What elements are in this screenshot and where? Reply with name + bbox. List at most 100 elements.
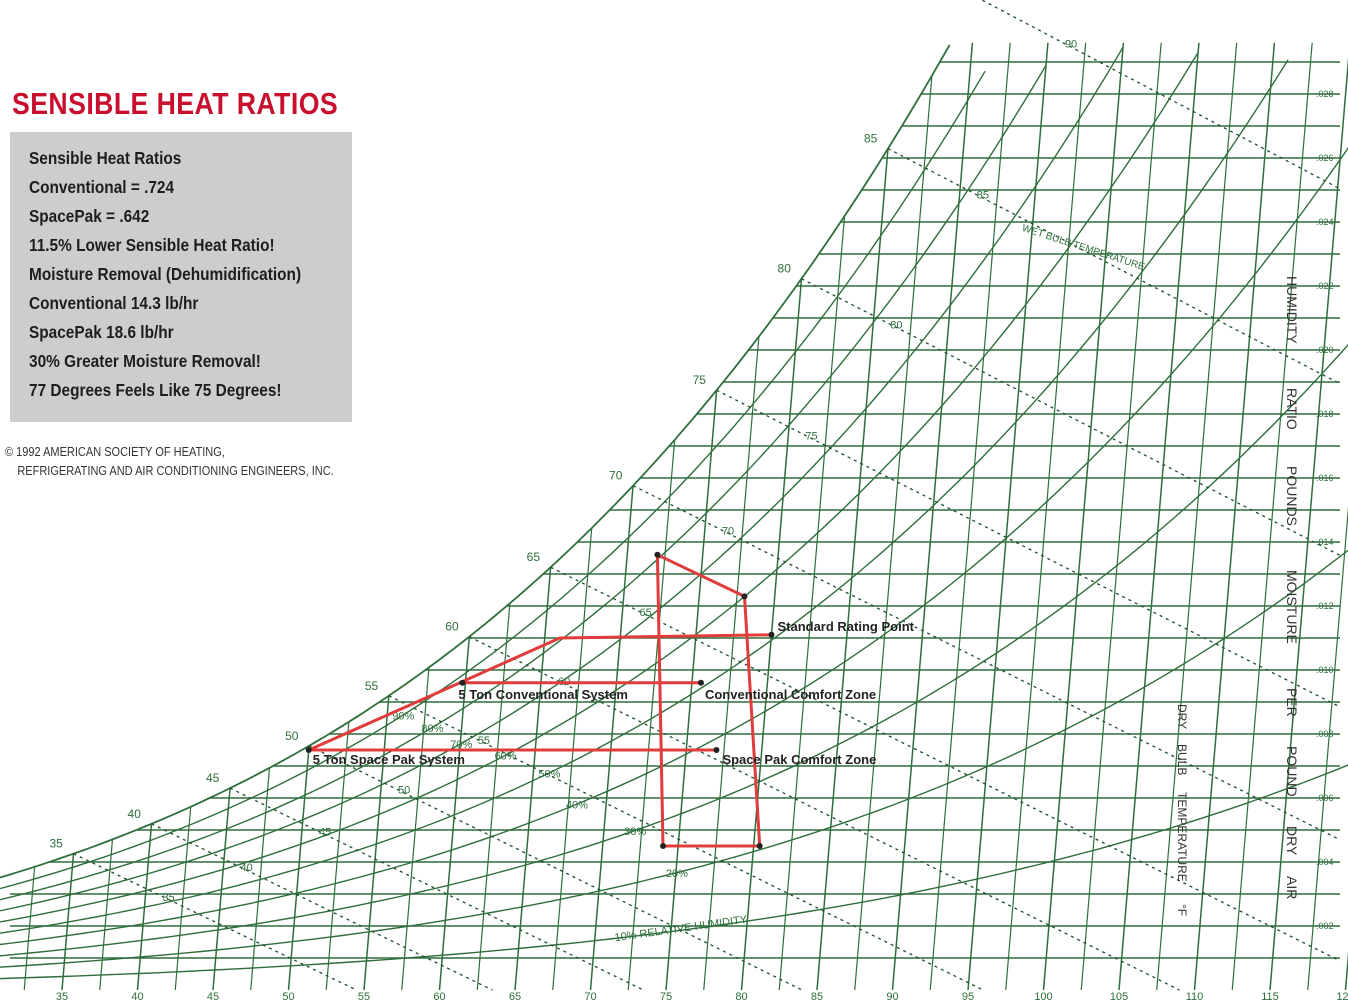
info-line: Conventional = .724: [29, 177, 175, 197]
x-axis-word: DRY: [1175, 704, 1189, 729]
info-line: SpacePak 18.6 lb/hr: [29, 322, 174, 342]
wet-bulb-temp-label: 45: [319, 827, 331, 839]
y-tick-label: .008: [1316, 729, 1334, 739]
x-tick-label: 115: [1261, 991, 1279, 1003]
x-tick-label: 35: [56, 991, 68, 1003]
x-tick-label: 40: [131, 991, 143, 1003]
y-tick-label: .026: [1316, 153, 1334, 163]
x-tick-label: 105: [1110, 991, 1128, 1003]
saturation-curve: [0, 44, 951, 879]
wet-bulb-caption: WET BULB TEMPERATURE: [1021, 223, 1147, 273]
y-tick-label: .028: [1316, 89, 1334, 99]
x-tick-label: 100: [1034, 991, 1052, 1003]
wet-bulb-line: [887, 148, 1341, 385]
dry-bulb-line: [589, 485, 634, 991]
wet-bulb-temp-label: 55: [478, 735, 490, 747]
dry-bulb-line: [1042, 42, 1125, 991]
comfort-zone-corner: [660, 843, 667, 849]
comfort-zone-corner: [741, 593, 748, 600]
y-tick-label: .010: [1316, 665, 1334, 675]
dry-bulb-line: [816, 148, 889, 991]
state-point: [768, 631, 775, 638]
sensible-heat-info-box: Sensible Heat Ratios Conventional = .724…: [10, 132, 352, 422]
saturation-temp-label: 70: [609, 469, 623, 483]
wet-bulb-temp-label: 35: [162, 892, 174, 904]
relative-humidity-curve: [0, 343, 1348, 957]
dry-bulb-line: [514, 567, 552, 991]
y-tick-label: .018: [1316, 409, 1334, 419]
relative-humidity-label: 50%: [538, 768, 560, 780]
dry-bulb-line: [1269, 56, 1348, 991]
dry-bulb-line: [1118, 42, 1200, 991]
wet-bulb-line: [151, 823, 493, 991]
dry-bulb-line: [1231, 42, 1313, 991]
wet-bulb-line: [550, 566, 1341, 962]
wet-bulb-temp-label: 75: [805, 430, 817, 442]
info-line: 30% Greater Moisture Removal!: [29, 351, 261, 371]
relative-humidity-label: 20%: [666, 868, 688, 880]
wet-bulb-temp-label: 80: [890, 319, 902, 331]
y-tick-label: .020: [1316, 345, 1334, 355]
coil-process-curve: [308, 633, 772, 752]
relative-humidity-label: 60%: [495, 751, 517, 763]
x-axis-word: BULB: [1175, 744, 1189, 775]
wet-bulb-line: [469, 636, 1180, 991]
annotation-label: 5 Ton Space Pak System: [313, 752, 465, 767]
relative-humidity-curve: [0, 147, 1348, 946]
annotation-label: Conventional Comfort Zone: [705, 687, 876, 702]
saturation-temp-label: 55: [365, 679, 379, 693]
y-tick-label: .016: [1316, 473, 1334, 483]
saturation-temp-label: 65: [527, 550, 541, 564]
y-tick-label: .024: [1316, 217, 1334, 227]
info-line: Sensible Heat Ratios: [29, 148, 182, 168]
state-point: [459, 679, 466, 686]
info-line: Conventional 14.3 lb/hr: [29, 293, 199, 313]
saturation-temp-label: 75: [693, 373, 707, 387]
x-tick-label: 90: [886, 991, 898, 1003]
relative-humidity-curve: [0, 764, 1348, 980]
relative-humidity-curve: [0, 65, 1047, 901]
annotation-label: Standard Rating Point: [777, 619, 914, 634]
relative-humidity-curve: [0, 70, 986, 890]
x-tick-label: 85: [811, 991, 823, 1003]
relative-humidity-curve: [0, 52, 1199, 923]
wet-bulb-temp-label: 85: [977, 190, 989, 202]
relative-humidity-label: 30%: [624, 826, 646, 838]
wet-bulb-line: [229, 787, 644, 991]
wet-bulb-temp-label: 70: [722, 526, 734, 538]
dry-bulb-line: [1005, 42, 1087, 991]
y-axis-word: MOISTURE: [1284, 570, 1300, 644]
wet-bulb-temp-label: 90: [1065, 39, 1077, 51]
wet-bulb-line: [388, 695, 984, 991]
x-tick-label: 65: [509, 991, 521, 1003]
x-axis-word: °F: [1175, 904, 1189, 916]
dry-bulb-line: [891, 42, 974, 991]
saturation-temp-label: 60: [445, 620, 459, 634]
comfort-zone-corner: [654, 551, 661, 558]
x-tick-label: 120: [1336, 991, 1348, 1003]
comfort-zone-corner: [756, 843, 763, 849]
saturation-temp-label: 35: [49, 837, 63, 851]
relative-humidity-label: 90%: [392, 711, 414, 723]
y-axis-word: HUMIDITY: [1284, 276, 1300, 344]
wet-bulb-temp-label: 40: [240, 862, 252, 874]
relative-humidity-curve: [0, 59, 1289, 934]
y-tick-label: .004: [1316, 857, 1334, 867]
y-tick-label: .012: [1316, 601, 1334, 611]
x-tick-label: 50: [282, 991, 294, 1003]
dry-bulb-line: [552, 527, 593, 991]
dry-bulb-line: [778, 216, 846, 991]
dry-bulb-line: [287, 745, 310, 991]
saturation-temp-label: 45: [206, 771, 220, 785]
dry-bulb-line: [929, 42, 1011, 991]
dry-bulb-line: [967, 42, 1049, 991]
dry-bulb-line: [1080, 42, 1162, 991]
relative-humidity-label: 70%: [450, 739, 472, 751]
annotation-label: 5 Ton Conventional System: [458, 687, 628, 702]
y-axis-word: POUND: [1284, 746, 1300, 797]
wet-bulb-line: [308, 745, 803, 991]
y-axis-word: PER: [1284, 688, 1300, 717]
x-tick-label: 70: [584, 991, 596, 1003]
info-line: 77 Degrees Feels Like 75 Degrees!: [29, 380, 282, 400]
